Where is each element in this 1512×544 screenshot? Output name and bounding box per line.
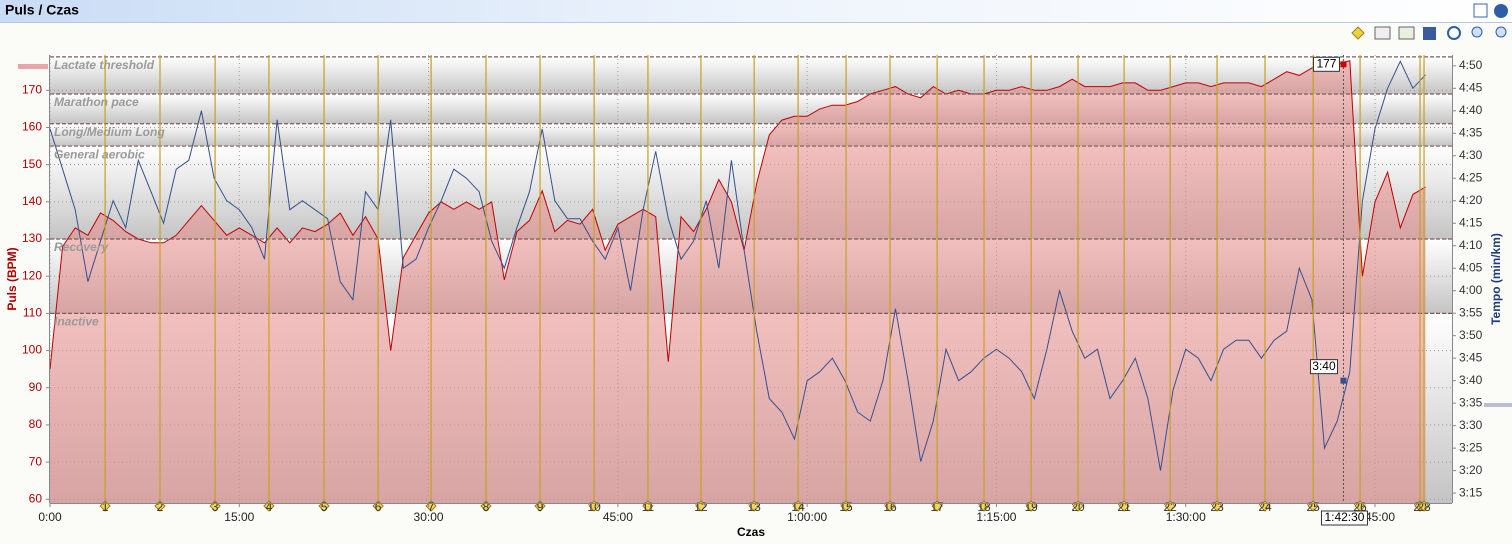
zone-label: General aerobic	[54, 147, 145, 161]
y2-tick-label: 3:15	[1459, 485, 1483, 499]
lap-number: 21	[1117, 500, 1131, 514]
lap-number: 10	[587, 500, 601, 514]
y2-tick-label: 3:45	[1459, 350, 1483, 364]
x-tick-label: 0:00	[38, 510, 62, 524]
lap-number: 23	[1210, 500, 1224, 514]
lap-number: 3	[212, 500, 219, 514]
cursor-tempo-point	[1340, 377, 1347, 384]
lap-number: 19	[1024, 500, 1038, 514]
lap-number: 12	[694, 500, 708, 514]
lap-number: 15	[839, 500, 853, 514]
x-tick-label: 15:00	[224, 510, 254, 524]
y2-tick-label: 3:40	[1459, 373, 1483, 387]
y2-tick-label: 4:10	[1459, 238, 1483, 252]
y2-tick-label: 4:50	[1459, 58, 1483, 72]
layout-icon[interactable]	[1473, 3, 1488, 18]
lap-number: 6	[375, 500, 382, 514]
x-tick-label: 1:15:00	[976, 510, 1016, 524]
y-tick-label: 110	[23, 306, 42, 320]
y2-tick-label: 3:20	[1459, 463, 1483, 477]
zone-label: Long/Medium Long	[54, 125, 165, 139]
lap-number: 9	[537, 500, 544, 514]
y-axis-title: Puls (BPM)	[5, 247, 19, 310]
lap-number: 11	[642, 500, 655, 514]
x-tick-label: 45:00	[603, 510, 633, 524]
cursor-hr-point	[1340, 61, 1347, 68]
zone-label: Inactive	[54, 315, 99, 329]
save-tool[interactable]	[1423, 27, 1436, 40]
lap-number: 16	[883, 500, 897, 514]
lap-number: 1	[102, 500, 109, 514]
y-tick-label: 150	[22, 157, 42, 171]
y2-tick-label: 3:25	[1459, 440, 1483, 454]
y-tick-label: 120	[22, 268, 42, 282]
y2-tick-label: 3:35	[1459, 395, 1483, 409]
y2-tick-label: 4:00	[1459, 283, 1483, 297]
zone-label: Marathon pace	[54, 95, 139, 109]
y-tick-label: 140	[22, 194, 42, 208]
y-tick-label: 100	[22, 343, 42, 357]
hr-area	[50, 60, 1426, 503]
toolbar[interactable]	[1351, 26, 1507, 40]
cursor-tempo-box	[1309, 359, 1338, 375]
cursor-tempo-label: 3:40	[1312, 359, 1336, 373]
lap-number: 28	[1417, 500, 1431, 514]
lap-number: 5	[321, 500, 328, 514]
x-tick-label: 1:30:00	[1166, 510, 1206, 524]
hr-line	[49, 59, 1426, 370]
y2-tick-label: 4:35	[1459, 125, 1483, 139]
menu-icon[interactable]	[1494, 4, 1508, 18]
y2-tick-label: 4:05	[1459, 260, 1483, 274]
y-tick-label: 70	[29, 454, 43, 468]
lap-number: 7	[428, 500, 435, 514]
x-axis-title: Czas	[737, 525, 765, 539]
y-tick-label: 60	[29, 491, 43, 505]
y-tick-label: 130	[22, 231, 42, 245]
lap-number: 8	[483, 500, 490, 514]
cursor-hr-box	[1312, 56, 1340, 72]
x-tick-label: 30:00	[414, 510, 444, 524]
y-tick-label: 90	[29, 380, 43, 394]
y-tick-label: 160	[22, 120, 42, 134]
y2-tick-label: 4:40	[1459, 103, 1483, 117]
lap-number: 13	[747, 500, 761, 514]
y2-tick-label: 4:45	[1459, 80, 1483, 94]
zoom-in-tool[interactable]	[1495, 26, 1507, 38]
y2-tick-label: 4:30	[1459, 148, 1483, 162]
marker-tool[interactable]	[1351, 26, 1365, 40]
y-tick-label: 80	[29, 417, 43, 431]
zoom-out-tool[interactable]	[1471, 26, 1483, 38]
lap-number: 17	[930, 500, 944, 514]
zone-label: Lactate threshold	[54, 58, 155, 72]
lap-number: 24	[1258, 500, 1272, 514]
y2-axis-title: Tempo (min/km)	[1489, 233, 1503, 325]
chart-tool[interactable]	[1398, 26, 1415, 40]
table-tool[interactable]	[1374, 26, 1391, 40]
y2-tick-label: 3:50	[1459, 328, 1483, 342]
right-scroll-marker	[1484, 403, 1512, 407]
y-tick-label: 170	[22, 82, 42, 96]
cursor-hr-label: 177	[1316, 56, 1336, 70]
y2-tick-label: 3:55	[1459, 305, 1483, 319]
y2-tick-label: 4:25	[1459, 170, 1483, 184]
y2-tick-label: 4:20	[1459, 193, 1483, 207]
lap-number: 25	[1307, 500, 1321, 514]
y2-tick-label: 3:30	[1459, 418, 1483, 432]
lap-number: 4	[266, 500, 273, 514]
window-icons[interactable]	[1473, 3, 1508, 18]
cursor-x-box	[1320, 510, 1368, 526]
x-tick-label: 1:00:00	[787, 510, 827, 524]
reset-tool[interactable]	[1447, 26, 1461, 40]
lap-number: 20	[1071, 500, 1085, 514]
y2-tick-label: 4:15	[1459, 215, 1483, 229]
lap-number: 2	[157, 500, 164, 514]
left-scroll-marker	[18, 64, 48, 69]
tempo-line	[49, 60, 1426, 471]
header-bar	[0, 0, 1512, 22]
cursor-x-label: 1:42:30	[1324, 510, 1364, 524]
zone-label: Recovery	[54, 240, 109, 254]
header-title: Puls / Czas	[5, 2, 79, 18]
